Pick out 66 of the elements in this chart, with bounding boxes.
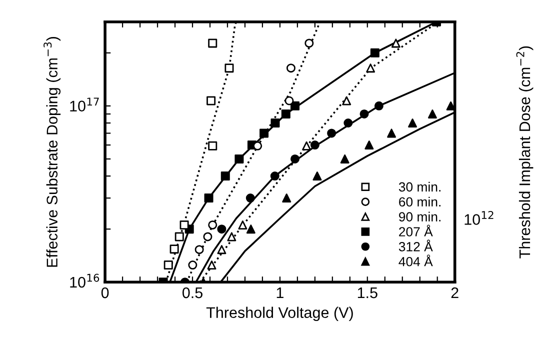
legend-label: 312 Å — [398, 240, 433, 252]
text: 10$^{12}$ — [464, 211, 494, 225]
point — [364, 140, 374, 150]
point — [234, 154, 244, 164]
point — [227, 232, 236, 242]
y-tick-label: 10$^{17}$ — [70, 98, 99, 112]
point — [224, 64, 234, 73]
y-tick-label: 10$^{16}$ — [70, 274, 100, 288]
point — [408, 118, 418, 128]
point — [208, 141, 218, 150]
legend-label: 60 min. — [399, 196, 440, 207]
legend-label: 404 Å — [398, 254, 433, 266]
x-axis-title: Threshold Voltage (V) — [206, 306, 353, 322]
point — [170, 244, 179, 254]
point — [217, 224, 226, 234]
x-tick-label: 1 — [276, 288, 284, 298]
point — [286, 64, 296, 73]
point — [194, 245, 204, 254]
legend-label: 207 Å — [399, 224, 433, 236]
point — [203, 232, 212, 242]
y2-axis-title: Threshold Implant Dose (cm$^{−2}$) — [516, 46, 534, 258]
point — [217, 245, 226, 254]
point — [340, 154, 350, 164]
point — [206, 96, 216, 106]
point — [270, 118, 280, 128]
point — [204, 194, 214, 203]
point — [302, 141, 312, 150]
point — [282, 194, 292, 203]
point — [246, 194, 255, 203]
point — [207, 260, 216, 270]
point — [290, 101, 300, 110]
point — [238, 220, 248, 230]
x-tick-label: 2 — [451, 287, 458, 298]
point — [344, 118, 353, 128]
x-tick-label: 0 — [101, 287, 109, 298]
point — [174, 232, 184, 242]
x-tick-label: 1.5 — [358, 288, 378, 298]
point — [304, 38, 314, 48]
legend-label: 30 min. — [398, 182, 440, 192]
point — [327, 128, 336, 138]
point — [188, 260, 198, 270]
point — [387, 128, 396, 138]
point — [281, 109, 290, 118]
point — [366, 64, 376, 73]
point — [253, 141, 262, 150]
point — [208, 38, 218, 48]
x-tick-label: 0.5 — [182, 287, 202, 298]
point — [260, 128, 269, 138]
point — [310, 140, 320, 150]
y-axis-title: Effective Substrate Doping (cm$^{−3}$) — [44, 36, 61, 267]
legend-label: 90 min. — [399, 212, 440, 222]
point — [270, 172, 280, 181]
point — [290, 154, 300, 164]
point — [246, 224, 256, 234]
point — [374, 101, 384, 110]
point — [220, 172, 230, 181]
point — [391, 38, 400, 48]
point — [180, 220, 189, 230]
point — [284, 96, 294, 106]
point — [428, 109, 437, 118]
point — [370, 48, 380, 58]
point — [342, 96, 352, 106]
point — [164, 260, 173, 270]
point — [360, 109, 369, 118]
point — [208, 220, 218, 230]
point — [312, 172, 322, 181]
